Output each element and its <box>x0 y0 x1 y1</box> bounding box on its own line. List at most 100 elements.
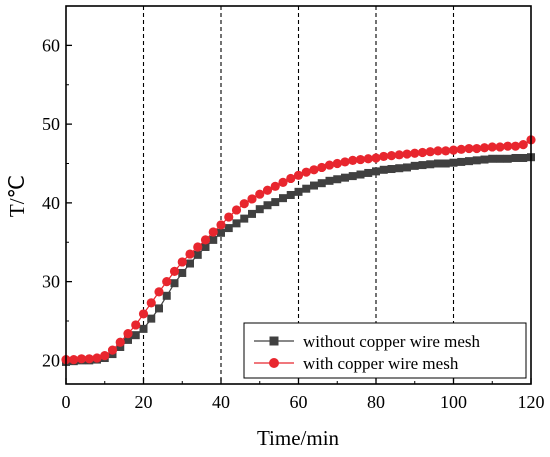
data-point <box>138 309 149 319</box>
data-point <box>270 181 280 191</box>
data-point <box>348 172 357 181</box>
y-tick-label: 20 <box>42 350 60 370</box>
data-point <box>457 157 466 166</box>
data-point <box>107 345 118 355</box>
data-point <box>496 154 504 163</box>
data-point <box>92 353 102 363</box>
data-point <box>456 144 466 154</box>
data-point <box>317 179 326 188</box>
data-point <box>410 148 420 158</box>
data-point <box>232 219 241 228</box>
data-point <box>286 191 295 199</box>
data-point <box>178 268 187 277</box>
series-layer <box>61 135 536 366</box>
data-point <box>255 205 264 214</box>
data-point <box>434 159 442 168</box>
data-point <box>301 167 311 177</box>
data-point <box>518 140 528 150</box>
data-point <box>147 314 156 323</box>
data-point <box>185 249 195 259</box>
data-point <box>403 163 411 172</box>
data-point <box>146 298 156 308</box>
data-point <box>169 266 180 276</box>
data-point <box>200 235 211 245</box>
data-point <box>310 181 318 190</box>
legend-marker-square <box>269 336 279 346</box>
data-point <box>154 287 164 297</box>
data-point <box>441 146 451 156</box>
data-point <box>355 154 366 165</box>
data-point <box>364 168 373 177</box>
data-point <box>449 158 458 167</box>
x-tick-label: 80 <box>367 392 385 412</box>
data-point <box>286 173 296 184</box>
data-point <box>262 185 273 195</box>
data-point <box>208 227 218 237</box>
y-tick-label: 50 <box>42 114 60 134</box>
data-point <box>155 304 163 313</box>
data-point <box>371 153 381 163</box>
data-point <box>124 335 132 344</box>
data-point <box>201 242 210 251</box>
data-point <box>503 154 512 163</box>
legend-label-without-mesh: without copper wire mesh <box>303 332 481 351</box>
data-point <box>372 167 380 176</box>
data-point <box>386 151 397 161</box>
data-point <box>464 143 474 154</box>
data-point <box>309 165 319 175</box>
data-point <box>410 161 419 170</box>
plot-frame <box>65 5 532 385</box>
data-point <box>402 149 412 159</box>
data-point <box>511 153 520 162</box>
data-point <box>418 161 427 170</box>
data-point <box>193 242 203 252</box>
data-point <box>279 194 287 203</box>
data-point <box>293 170 304 180</box>
x-tick-label: 120 <box>518 392 545 412</box>
data-point <box>441 159 450 168</box>
data-point <box>387 165 396 174</box>
data-point <box>162 291 171 300</box>
data-point <box>162 277 172 287</box>
data-point <box>116 342 125 351</box>
data-point <box>193 250 202 259</box>
data-point <box>472 156 481 165</box>
data-point <box>139 324 148 333</box>
series-with-copper-wire-mesh <box>61 135 536 365</box>
data-point <box>302 184 311 193</box>
data-point <box>324 160 335 170</box>
data-point <box>216 220 226 230</box>
data-point <box>131 320 141 330</box>
data-point <box>379 151 389 162</box>
x-tick-label: 60 <box>290 392 308 412</box>
y-tick-label: 30 <box>42 272 60 292</box>
data-point <box>395 164 404 173</box>
data-point <box>363 154 373 164</box>
data-point <box>433 146 443 156</box>
data-point <box>278 177 288 187</box>
legend-marker-circle <box>269 358 279 368</box>
data-point <box>317 162 327 173</box>
x-axis-title: Time/min <box>257 426 340 450</box>
x-tick-label: 0 <box>62 392 71 412</box>
data-point <box>341 173 349 182</box>
data-point <box>448 145 459 155</box>
data-point <box>325 176 334 185</box>
data-point <box>348 155 358 165</box>
data-point <box>426 160 435 169</box>
data-point <box>100 351 110 361</box>
data-point <box>333 175 342 184</box>
y-axis-title: T/℃ <box>5 175 29 217</box>
data-point <box>231 205 242 215</box>
y-tick-label: 40 <box>42 193 60 213</box>
data-point <box>123 329 133 339</box>
vertical-dashed-lines <box>142 6 455 384</box>
data-point <box>239 199 249 209</box>
data-point <box>480 155 489 164</box>
data-point <box>379 165 388 174</box>
data-point <box>224 224 233 233</box>
x-tick-label: 20 <box>135 392 153 412</box>
data-point <box>488 154 497 163</box>
data-point <box>510 141 521 151</box>
